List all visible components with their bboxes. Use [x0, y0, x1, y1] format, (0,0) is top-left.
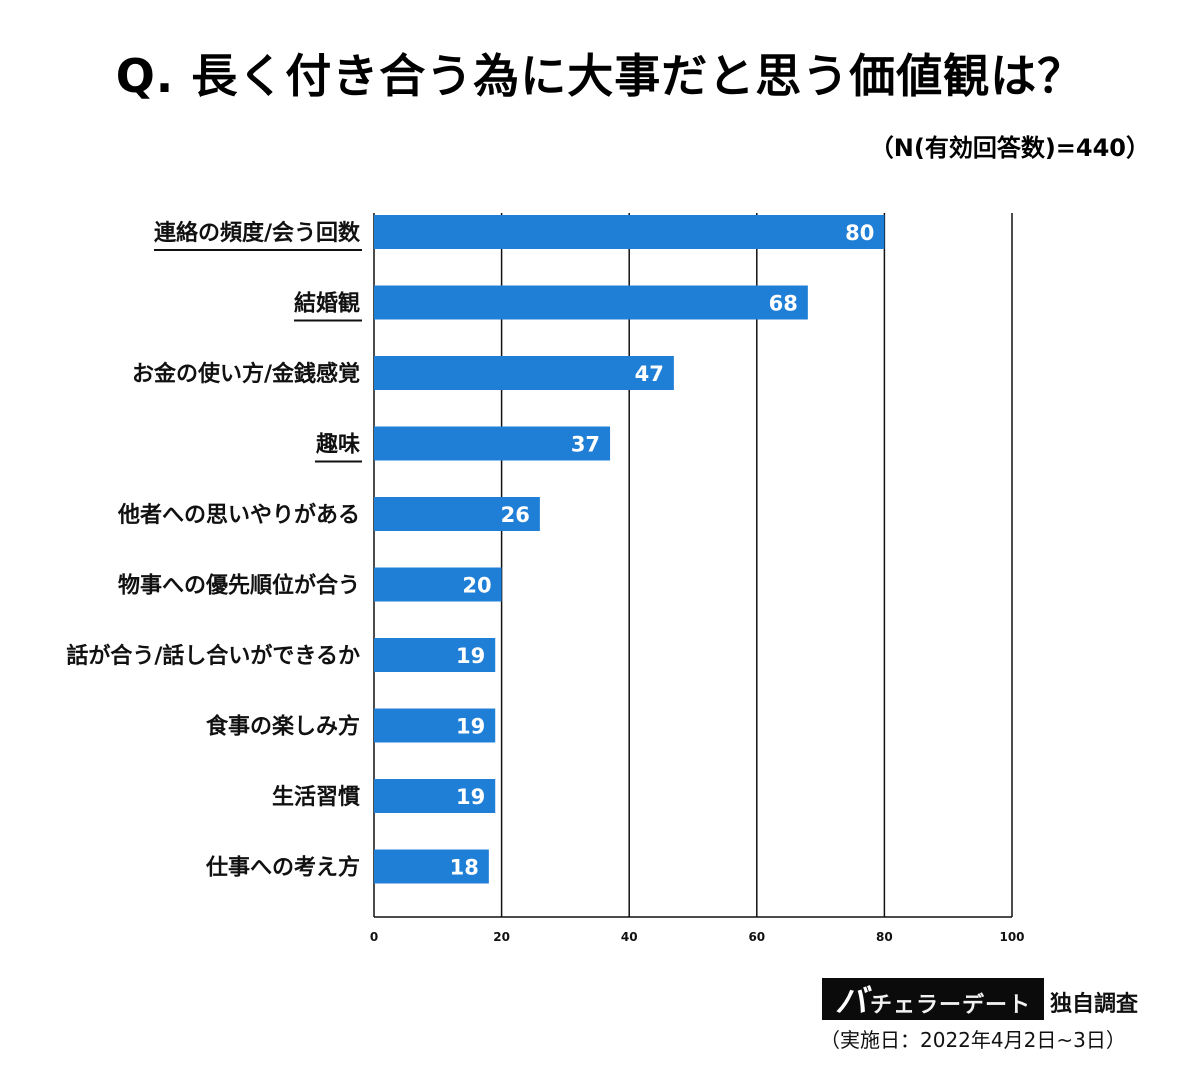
gridlines: [373, 213, 1013, 918]
category-label-8: 食事の楽しみ方: [206, 714, 360, 740]
value-label-2: 68: [769, 292, 798, 316]
category-labels: 連絡の頻度/会う回数結婚観お金の使い方/金銭感覚趣味他者への思いやりがある物事へ…: [66, 220, 362, 881]
bar-7: [374, 638, 496, 672]
value-label-7: 19: [456, 644, 485, 668]
bar-1: [374, 215, 885, 249]
value-label-1: 80: [845, 221, 874, 245]
brand-logo: バチェラーデート: [822, 978, 1044, 1020]
x-tick-label-60: 60: [748, 930, 765, 944]
category-label-7: 話が合う/話し合いができるか: [66, 643, 360, 669]
value-label-6: 20: [462, 574, 491, 598]
value-label-9: 19: [456, 785, 485, 809]
bar-10: [374, 849, 489, 884]
category-label-5: 他者への思いやりがある: [117, 502, 360, 528]
value-label-5: 26: [501, 503, 530, 527]
bar-4: [374, 426, 611, 461]
category-label-3: お金の使い方/金銭感覚: [132, 361, 360, 387]
x-tick-label-80: 80: [876, 930, 893, 944]
x-tick-label-100: 100: [999, 930, 1024, 944]
value-label-10: 18: [450, 856, 479, 880]
brand-logo-initial: バ: [834, 982, 868, 1020]
brand-note: 独自調査: [1050, 992, 1139, 1017]
x-tick-label-0: 0: [370, 930, 378, 944]
bars: 80 68 47 37 26 20 19 19 19 18: [374, 215, 885, 884]
chart-title: Q. 長く付き合う為に大事だと思う価値観は？: [115, 49, 1085, 103]
sample-size-note: （N(有効回答数)=440）: [869, 134, 1150, 162]
bar-9: [374, 779, 496, 813]
category-label-4: 趣味: [315, 432, 360, 458]
value-label-8: 19: [456, 715, 485, 739]
category-label-9: 生活習慣: [272, 784, 360, 810]
x-tick-label-40: 40: [621, 930, 638, 944]
bar-5: [374, 497, 540, 531]
value-label-3: 47: [635, 362, 664, 386]
bar-8: [374, 708, 496, 743]
category-label-10: 仕事への考え方: [205, 855, 360, 881]
x-tick-label-20: 20: [493, 930, 510, 944]
bar-3: [374, 356, 674, 390]
survey-date: （実施日：2022年4月2日~3日）: [820, 1028, 1126, 1052]
category-label-6: 物事への優先順位が合う: [118, 573, 360, 599]
brand-logo-name: チェラーデート: [870, 993, 1032, 1018]
category-label-2: 結婚観: [294, 291, 360, 317]
x-axis-ticks: 0 20 40 60 80 100: [370, 930, 1025, 944]
bar-chart: 80 68 47 37 26 20 19 19 19 18 連絡の頻度/会う回数結婚観お金の使い方…: [66, 213, 1025, 944]
value-label-4: 37: [571, 433, 600, 457]
bar-2: [374, 285, 808, 320]
bar-6: [374, 567, 502, 602]
category-label-1: 連絡の頻度/会う回数: [154, 220, 361, 246]
